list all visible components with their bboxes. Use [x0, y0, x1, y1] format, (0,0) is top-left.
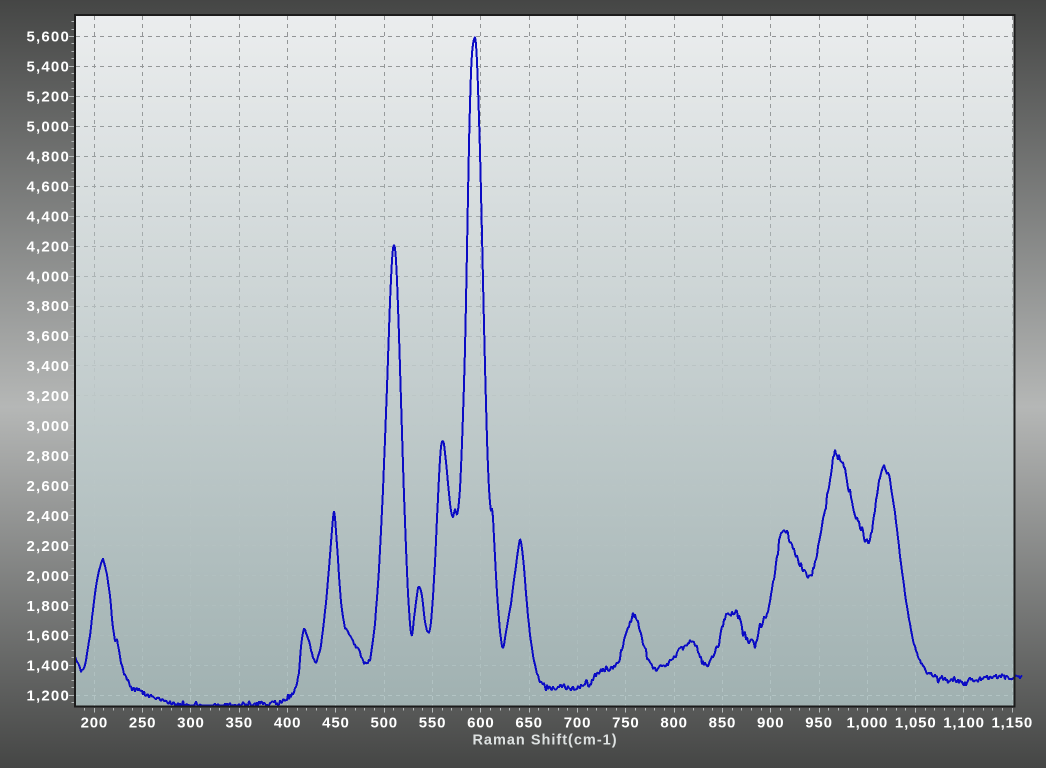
svg-text:1,400: 1,400 — [26, 658, 70, 675]
svg-text:1,050: 1,050 — [895, 715, 937, 732]
svg-text:5,400: 5,400 — [26, 59, 70, 76]
svg-text:800: 800 — [660, 715, 687, 732]
svg-text:500: 500 — [370, 715, 397, 732]
svg-text:2,000: 2,000 — [26, 568, 70, 585]
svg-text:550: 550 — [419, 715, 446, 732]
svg-text:200: 200 — [81, 715, 108, 732]
svg-text:450: 450 — [322, 715, 349, 732]
svg-text:600: 600 — [467, 715, 494, 732]
svg-text:350: 350 — [225, 715, 252, 732]
svg-text:3,200: 3,200 — [26, 388, 70, 405]
svg-text:3,400: 3,400 — [26, 358, 70, 375]
svg-text:1,150: 1,150 — [992, 715, 1034, 732]
svg-text:1,000: 1,000 — [847, 715, 889, 732]
svg-text:650: 650 — [515, 715, 542, 732]
svg-text:700: 700 — [564, 715, 591, 732]
svg-text:2,400: 2,400 — [26, 508, 70, 525]
svg-text:2,200: 2,200 — [26, 538, 70, 555]
svg-text:900: 900 — [757, 715, 784, 732]
svg-text:250: 250 — [129, 715, 156, 732]
svg-text:2,600: 2,600 — [26, 478, 70, 495]
svg-text:1,100: 1,100 — [943, 715, 985, 732]
svg-text:4,400: 4,400 — [26, 208, 70, 225]
svg-text:750: 750 — [612, 715, 639, 732]
svg-text:1,600: 1,600 — [26, 628, 70, 645]
svg-text:Raman Shift(cm-1): Raman Shift(cm-1) — [472, 733, 617, 749]
svg-text:5,000: 5,000 — [26, 119, 70, 136]
svg-text:3,000: 3,000 — [26, 418, 70, 435]
svg-text:3,600: 3,600 — [26, 328, 70, 345]
svg-text:4,200: 4,200 — [26, 238, 70, 255]
svg-text:5,200: 5,200 — [26, 89, 70, 106]
svg-text:950: 950 — [805, 715, 832, 732]
svg-text:1,800: 1,800 — [26, 598, 70, 615]
svg-text:2,800: 2,800 — [26, 448, 70, 465]
svg-text:4,600: 4,600 — [26, 178, 70, 195]
svg-text:300: 300 — [177, 715, 204, 732]
svg-text:1,200: 1,200 — [26, 688, 70, 705]
svg-text:850: 850 — [709, 715, 736, 732]
svg-text:3,800: 3,800 — [26, 298, 70, 315]
svg-text:5,600: 5,600 — [26, 29, 70, 46]
svg-text:400: 400 — [274, 715, 301, 732]
svg-text:4,000: 4,000 — [26, 268, 70, 285]
svg-text:4,800: 4,800 — [26, 149, 70, 166]
